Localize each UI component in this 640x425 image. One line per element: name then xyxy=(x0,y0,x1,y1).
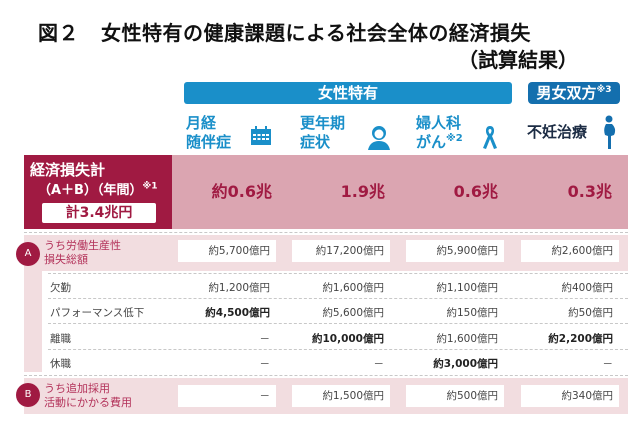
cell: － xyxy=(259,358,271,370)
cell: 約50億円 xyxy=(568,307,613,319)
cell: － xyxy=(259,333,271,345)
cell: 約150億円 xyxy=(446,307,498,319)
section-b-value-menstrual: － xyxy=(178,385,276,407)
badge-b: B xyxy=(16,383,40,407)
figure-title: 図２ 女性特有の健康課題による社会全体の経済損失 xyxy=(38,17,531,46)
row-label-performance-drop: パフォーマンス低下 xyxy=(50,307,145,319)
badge-a: A xyxy=(16,242,40,266)
summary-value-menopause: 1.9兆 xyxy=(340,182,385,201)
section-a-sidebar xyxy=(24,271,42,372)
divider xyxy=(48,349,628,350)
col-label-line1: 更年期 xyxy=(300,114,346,132)
summary-values-band xyxy=(172,155,628,229)
cell: 約2,200億円 xyxy=(548,333,613,345)
summary-label-text: （A＋B）（年間） xyxy=(38,183,143,198)
total-value: 計3.4兆円 xyxy=(42,203,156,223)
cell: 約1,100億円 xyxy=(436,282,498,294)
pregnant-icon xyxy=(604,115,616,149)
category-both-label: 男女双方 xyxy=(536,84,597,102)
title-line2: （試算結果） xyxy=(458,48,578,72)
note-1: ※1 xyxy=(142,181,158,192)
calendar-icon xyxy=(251,126,271,145)
column-header-gynecologic-cancer: 婦人科 がん※2 xyxy=(416,114,516,156)
divider xyxy=(48,273,628,274)
note-3: ※3 xyxy=(596,85,612,95)
section-b-label-line2: 活動にかかる費用 xyxy=(44,396,132,409)
row-label-absence: 欠勤 xyxy=(50,282,71,294)
cell: 約3,000億円 xyxy=(433,358,498,370)
category-female-specific: 女性特有 xyxy=(184,82,512,104)
summary-label-line2: （A＋B）（年間）※1 xyxy=(38,179,158,198)
section-b-value-infertility: 約340億円 xyxy=(521,385,619,407)
summary-value-gyn-cancer: 0.6兆 xyxy=(453,182,498,201)
summary-value-menstrual: 約0.6兆 xyxy=(211,182,272,201)
summary-value-infertility: 0.3兆 xyxy=(567,182,612,201)
title-line1: 女性特有の健康課題による社会全体の経済損失 xyxy=(101,21,531,45)
note-2: ※2 xyxy=(446,133,463,144)
cell: 約1,600億円 xyxy=(322,282,384,294)
cell: － xyxy=(373,358,385,370)
section-a-value-infertility: 約2,600億円 xyxy=(521,240,619,262)
cell: 約1,600億円 xyxy=(436,333,498,345)
column-header-menstrual: 月経 随伴症 xyxy=(186,114,286,156)
category-both-sexes: 男女双方※3 xyxy=(528,82,620,104)
col-label-line2: がん xyxy=(416,133,447,151)
section-a-value-menstrual: 約5,700億円 xyxy=(178,240,276,262)
column-header-menopause: 更年期 症状 xyxy=(300,114,400,156)
woman-icon xyxy=(368,126,390,150)
figure-number: 図２ xyxy=(38,21,79,45)
section-a-label-line1: うち労働生産性 xyxy=(44,239,121,252)
cell: 約1,200億円 xyxy=(208,282,270,294)
cell: － xyxy=(602,358,614,370)
section-a-label-line2: 損失総額 xyxy=(44,253,88,266)
divider xyxy=(48,323,628,324)
cell: 約5,600億円 xyxy=(322,307,384,319)
col-label-line2: 随伴症 xyxy=(186,133,232,151)
cell: 約400億円 xyxy=(561,282,613,294)
col-label-line1: 月経 xyxy=(186,114,217,132)
column-header-infertility: 不妊治療 xyxy=(527,115,627,165)
summary-label: 経済損失計 （A＋B）（年間）※1 計3.4兆円 xyxy=(24,155,172,229)
divider xyxy=(24,232,628,233)
section-a-label: うち労働生産性 損失総額 xyxy=(44,239,121,267)
section-b-label: うち追加採用 活動にかかる費用 xyxy=(44,382,132,410)
divider xyxy=(48,298,628,299)
col-label-line1: 婦人科 xyxy=(416,114,462,132)
section-b-value-gyn-cancer: 約500億円 xyxy=(406,385,504,407)
col-label-line2: 症状 xyxy=(300,133,331,151)
row-label-leave: 休職 xyxy=(50,358,71,370)
section-a-value-gyn-cancer: 約5,900億円 xyxy=(406,240,504,262)
col-label-line1: 不妊治療 xyxy=(527,123,588,141)
section-a-value-menopause: 約17,200億円 xyxy=(292,240,390,262)
ribbon-icon xyxy=(483,126,497,149)
row-label-resignation: 離職 xyxy=(50,333,71,345)
section-b-value-menopause: 約1,500億円 xyxy=(292,385,390,407)
summary-label-line1: 経済損失計 xyxy=(30,161,106,179)
cell: 約4,500億円 xyxy=(205,307,270,319)
section-b-label-line1: うち追加採用 xyxy=(44,382,110,395)
cell: 約10,000億円 xyxy=(311,333,384,345)
divider xyxy=(24,375,628,376)
